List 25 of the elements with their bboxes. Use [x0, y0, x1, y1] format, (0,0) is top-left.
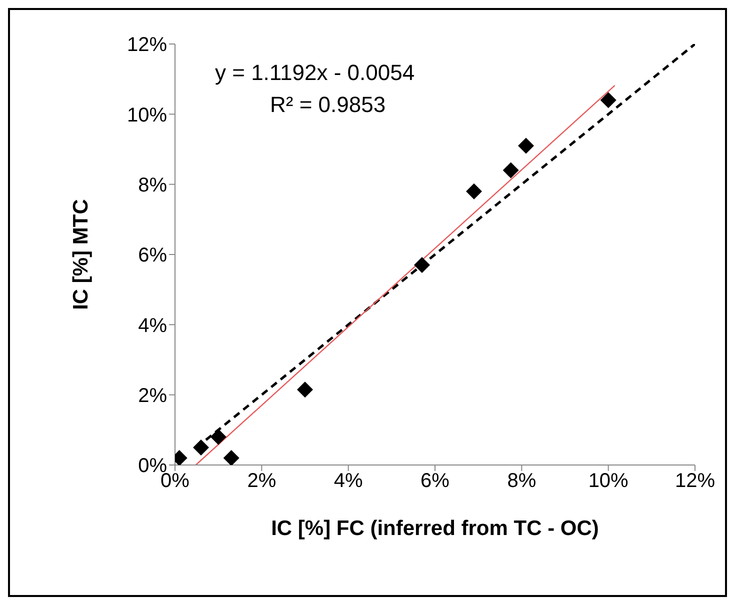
point	[466, 183, 482, 200]
point	[502, 162, 519, 178]
x-tick-label: 6%	[420, 470, 450, 492]
y-tick-label: 12%	[126, 34, 168, 56]
y-tick-label: 4%	[138, 314, 168, 337]
annotation: y = 1.1192x - 0.0054	[215, 60, 415, 86]
point	[223, 450, 240, 465]
point	[414, 257, 430, 274]
x-tick-label: 12%	[674, 470, 716, 492]
y-tick-label: 6%	[138, 244, 168, 267]
point	[193, 439, 209, 456]
point	[518, 138, 534, 154]
point	[600, 92, 616, 108]
point	[297, 382, 313, 398]
x-tick-label: 8%	[507, 470, 536, 492]
x-tick-label: 10%	[588, 470, 629, 492]
annotation: R² = 0.9853	[270, 92, 386, 118]
y-tick-label: 8%	[138, 174, 168, 196]
y-axis-title: IC [%] MTC	[69, 199, 92, 310]
x-tick-label: 2%	[247, 470, 276, 492]
x-axis-title: IC [%] FC (inferred from TC - OC)	[271, 517, 599, 540]
y-tick-label: 10%	[126, 104, 168, 126]
x-tick-label: 4%	[334, 470, 364, 492]
point	[210, 428, 226, 445]
y-tick-label: 2%	[138, 384, 168, 407]
